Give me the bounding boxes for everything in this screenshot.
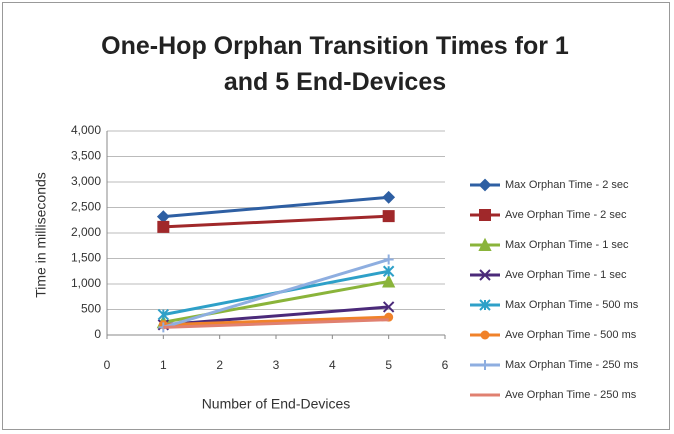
chart-frame xyxy=(2,2,670,430)
series-line xyxy=(162,258,390,329)
marker xyxy=(157,220,170,233)
y-tick-label: 1,000 xyxy=(71,276,101,290)
x-tick-label: 2 xyxy=(216,358,223,372)
series-line xyxy=(163,214,389,229)
marker xyxy=(383,254,394,265)
legend-label: Ave Orphan Time - 2 sec xyxy=(505,209,627,221)
legend-label: Max Orphan Time - 2 sec xyxy=(505,179,629,191)
marker xyxy=(478,178,492,192)
y-axis-label: Time in milliseconds xyxy=(33,172,49,298)
y-tick-label: 0 xyxy=(94,327,101,341)
series-line xyxy=(163,305,389,327)
marker xyxy=(478,237,492,251)
x-tick-label: 1 xyxy=(160,358,167,372)
x-axis-label: Number of End-Devices xyxy=(202,396,351,412)
x-tick-label: 3 xyxy=(273,358,280,372)
marker xyxy=(157,308,170,321)
marker xyxy=(382,265,395,277)
x-tick-label: 6 xyxy=(442,358,449,372)
y-tick-label: 1,500 xyxy=(71,251,101,265)
chart-title: One-Hop Orphan Transition Times for 1 an… xyxy=(101,32,569,96)
marker xyxy=(382,301,395,313)
y-tick-label: 500 xyxy=(81,302,101,316)
x-tick-label: 5 xyxy=(385,358,392,372)
legend-label: Ave Orphan Time - 250 ms xyxy=(505,389,637,401)
y-tick-label: 2,500 xyxy=(71,200,101,214)
marker xyxy=(480,330,490,340)
legend-label: Max Orphan Time - 1 sec xyxy=(505,239,629,251)
marker xyxy=(156,210,170,224)
legend-label: Ave Orphan Time - 1 sec xyxy=(505,269,627,281)
marker xyxy=(479,299,491,311)
series-line xyxy=(163,315,389,327)
y-tick-label: 2,000 xyxy=(71,225,101,239)
legend-label: Ave Orphan Time - 500 ms xyxy=(505,329,637,341)
marker xyxy=(382,274,396,288)
series-line xyxy=(163,318,389,329)
marker xyxy=(480,360,490,370)
y-tick-label: 4,000 xyxy=(71,123,101,137)
marker xyxy=(382,210,395,223)
y-tick-label: 3,500 xyxy=(71,149,101,163)
legend-label: Max Orphan Time - 500 ms xyxy=(505,299,639,311)
legend-label: Max Orphan Time - 250 ms xyxy=(505,359,639,371)
marker xyxy=(382,190,396,204)
series-line xyxy=(163,195,389,219)
x-tick-label: 4 xyxy=(329,358,336,372)
y-tick-label: 3,000 xyxy=(71,174,101,188)
x-tick-label: 0 xyxy=(104,358,111,372)
marker xyxy=(479,209,491,221)
marker xyxy=(479,269,491,281)
